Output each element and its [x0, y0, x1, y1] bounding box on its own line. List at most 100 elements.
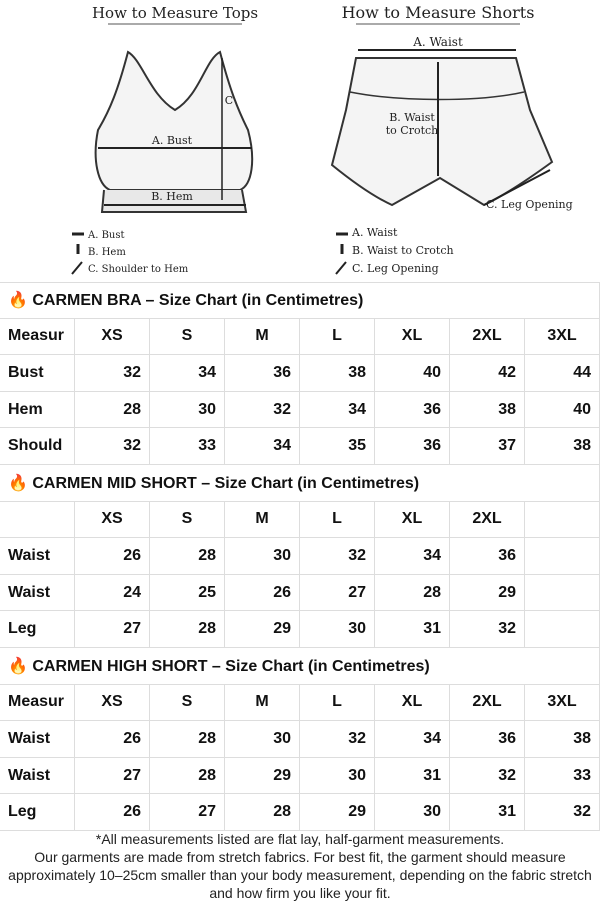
footer: *All measurements listed are flat lay, h…: [0, 830, 600, 902]
measure-value: 37: [450, 428, 525, 465]
legend-entry: C. Shoulder to Hem: [88, 264, 189, 275]
legend-icon: [71, 261, 83, 275]
measure-value: 36: [375, 391, 450, 429]
measure-value: 32: [450, 757, 525, 795]
measure-value: 34: [225, 428, 300, 465]
measure-value: [525, 611, 600, 648]
measure-value: 30: [150, 391, 225, 429]
measure-value: 26: [225, 574, 300, 612]
shorts-shape: [330, 57, 554, 207]
size-header: 2XL: [450, 684, 525, 722]
measure-value: 28: [150, 721, 225, 758]
leg-mark: C. Leg Opening: [486, 198, 573, 211]
measure-value: 27: [75, 611, 150, 648]
measure-value: 30: [225, 538, 300, 575]
measure-value: 30: [300, 757, 375, 795]
row-label: Hem: [0, 391, 75, 429]
measure-value: 36: [450, 721, 525, 758]
size-header: S: [150, 318, 225, 356]
row-label: Leg: [0, 794, 75, 831]
measure-value: 32: [300, 538, 375, 575]
size-header: 3XL: [525, 318, 600, 356]
size-header: XS: [75, 684, 150, 722]
measure-value: 27: [300, 574, 375, 612]
size-header: L: [300, 318, 375, 356]
table-title: 🔥 CARMEN HIGH SHORT – Size Chart (in Cen…: [0, 648, 600, 685]
shoulder-mark: C: [225, 94, 233, 107]
legend-icon: [335, 261, 347, 275]
size-header: L: [300, 501, 375, 539]
measure-value: 29: [450, 574, 525, 612]
measure-value: 40: [525, 391, 600, 429]
leg-line: [483, 169, 551, 206]
size-header: 3XL: [525, 684, 600, 722]
measure-value: 31: [375, 757, 450, 795]
hem-mark: B. Hem: [151, 190, 193, 203]
measure-value: 29: [225, 611, 300, 648]
measure-value: 36: [450, 538, 525, 575]
legend-entry: A. Waist: [351, 226, 398, 239]
measure-value: 38: [525, 721, 600, 758]
crotch-mark: B. Waist: [389, 111, 435, 124]
measure-value: 34: [375, 721, 450, 758]
measure-value: 27: [150, 794, 225, 831]
footer-advice: Our garments are made from stretch fabri…: [8, 849, 592, 901]
measure-value: 40: [375, 355, 450, 392]
size-header: XL: [375, 501, 450, 539]
crotch-mark: to Crotch: [386, 124, 439, 137]
size-header: XS: [75, 318, 150, 356]
legend-entry: B. Hem: [88, 247, 126, 258]
measure-value: 31: [450, 794, 525, 831]
bra-band: [100, 189, 248, 213]
measure-value: 34: [150, 355, 225, 392]
row-label: Waist: [0, 721, 75, 758]
bust-mark: A. Bust: [151, 134, 193, 147]
measure-value: 36: [375, 428, 450, 465]
size-header: 2XL: [450, 318, 525, 356]
size-header: M: [225, 684, 300, 722]
measure-value: 38: [450, 391, 525, 429]
legend-entry: A. Bust: [87, 230, 125, 241]
table-title: 🔥 CARMEN BRA – Size Chart (in Centimetre…: [0, 282, 600, 319]
size-header: XL: [375, 318, 450, 356]
row-label: Waist: [0, 757, 75, 795]
measure-value: 38: [525, 428, 600, 465]
measure-value: 31: [375, 611, 450, 648]
measure-value: 33: [525, 757, 600, 795]
waist-mark: A. Waist: [412, 35, 463, 49]
measure-value: 26: [75, 721, 150, 758]
measure-value: 28: [225, 794, 300, 831]
header-label: Measur: [0, 684, 75, 722]
measure-value: 30: [375, 794, 450, 831]
measure-value: 30: [225, 721, 300, 758]
size-header: S: [150, 501, 225, 539]
measure-value: 25: [150, 574, 225, 612]
measure-value: 28: [375, 574, 450, 612]
measure-value: 44: [525, 355, 600, 392]
size-header: L: [300, 684, 375, 722]
measure-value: 33: [150, 428, 225, 465]
measure-value: 32: [300, 721, 375, 758]
row-label: Waist: [0, 538, 75, 575]
measure-value: 32: [75, 428, 150, 465]
measure-value: [525, 538, 600, 575]
shorts-title: How to Measure Shorts: [342, 3, 535, 22]
measure-value: 29: [300, 794, 375, 831]
measure-value: 34: [375, 538, 450, 575]
measure-value: 32: [450, 611, 525, 648]
legend-entry: B. Waist to Crotch: [352, 244, 454, 257]
measure-value: 26: [75, 794, 150, 831]
bra-shape: [94, 50, 254, 191]
measure-value: 32: [75, 355, 150, 392]
measure-value: 35: [300, 428, 375, 465]
measure-value: 30: [300, 611, 375, 648]
measure-value: 36: [225, 355, 300, 392]
row-label: Should: [0, 428, 75, 465]
size-header: M: [225, 318, 300, 356]
measure-value: 26: [75, 538, 150, 575]
measure-value: 29: [225, 757, 300, 795]
measure-value: 28: [150, 611, 225, 648]
header-label: [0, 501, 75, 539]
table-title: 🔥 CARMEN MID SHORT – Size Chart (in Cent…: [0, 465, 600, 502]
measure-value: 38: [300, 355, 375, 392]
